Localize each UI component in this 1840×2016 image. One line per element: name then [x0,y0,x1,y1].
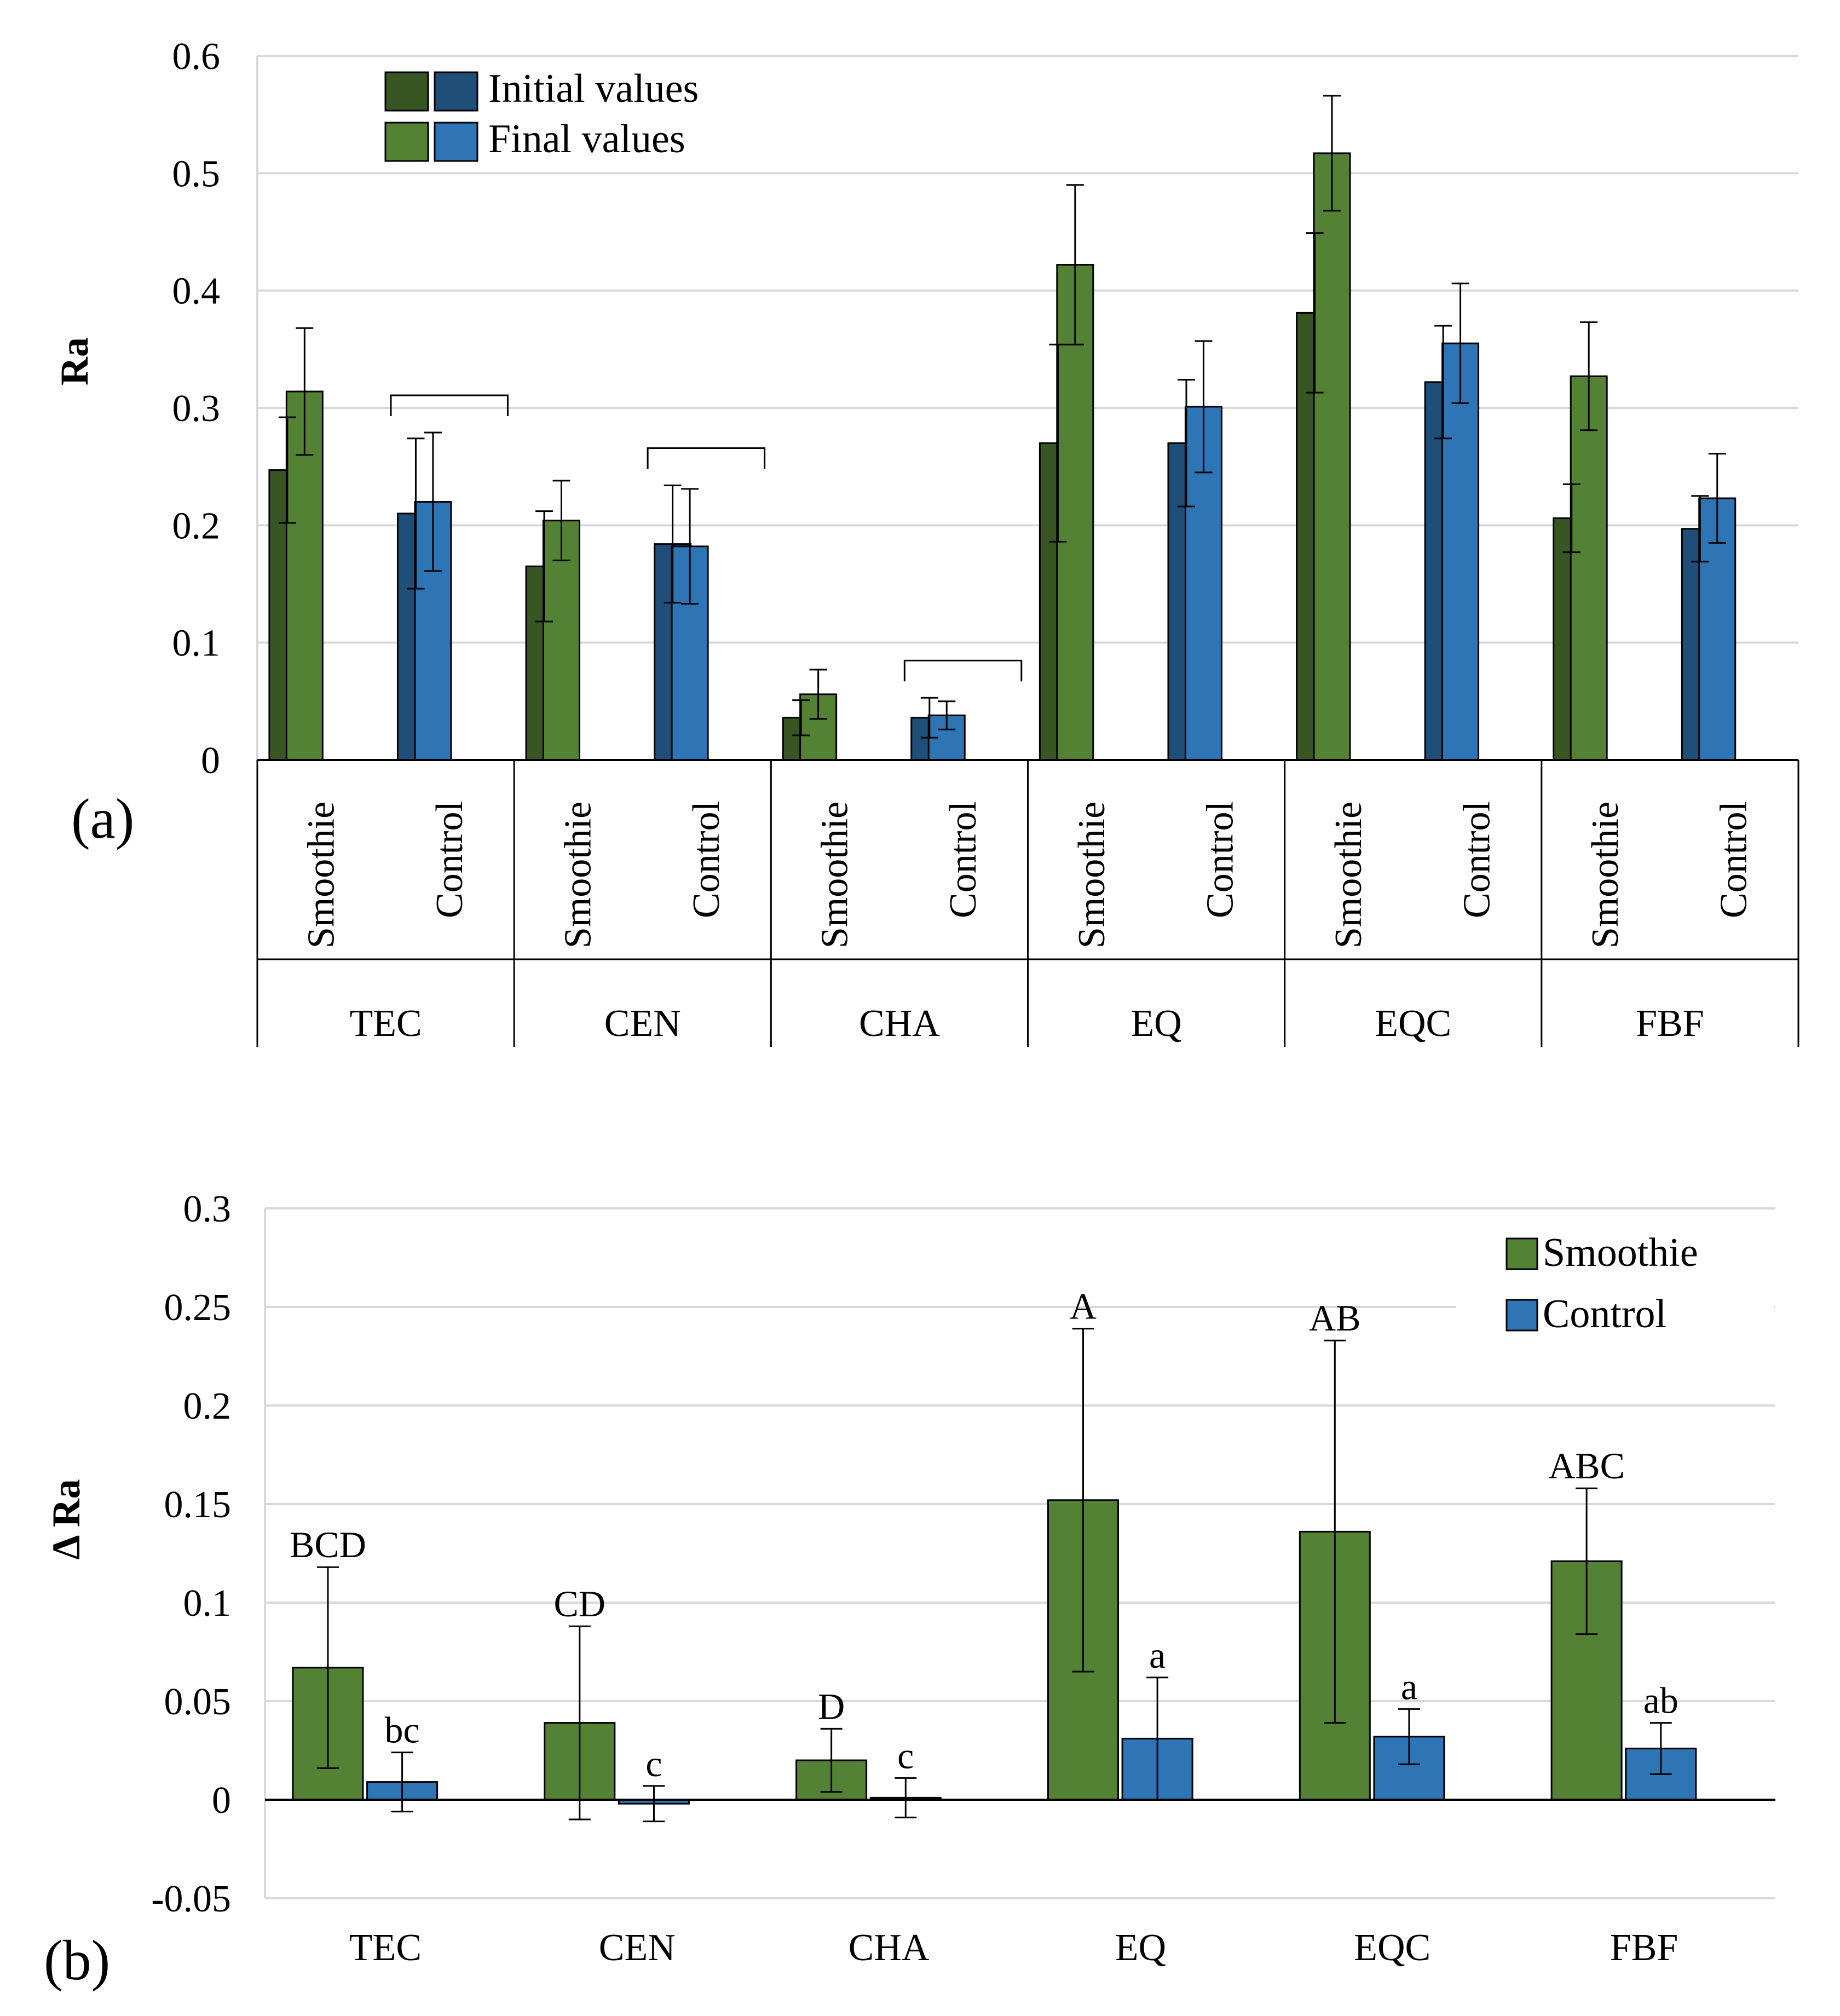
b-significance-label-cen-control: c [645,1743,662,1784]
a-subcategory-label-control: Control [1713,801,1755,918]
a-legend-label-final: Final values [488,117,685,162]
a-bracket-tec [390,394,509,417]
a-panel-label: (a) [71,787,134,850]
a-subcategory-label-control: Control [1456,801,1498,918]
b-legend-swatch-smoothie [1506,1237,1538,1270]
b-legend-label-smoothie: Smoothie [1543,1230,1698,1275]
a-subcategory-label-control: Control [942,801,984,918]
b-y-tick-label: 0.1 [183,1582,232,1625]
a-bracket-cen [647,447,766,469]
b-significance-label-tec-control: bc [385,1709,420,1751]
b-x-tick-label-tec: TEC [349,1927,422,1969]
a-subcategory-label-smoothie: Smoothie [1584,802,1626,948]
a-y-tick-label: 0 [201,740,220,782]
b-significance-label-eqc-smoothie: AB [1309,1297,1360,1339]
a-category-label-tec: TEC [349,1003,422,1045]
a-bar-fbf-smoothie-final [1570,375,1608,761]
b-y-tick-labels: -0.05 0 0.05 0.1 0.15 0.2 0.25 0.3 [151,1188,231,1920]
a-y-tick-label: 0.4 [172,270,221,313]
a-category-label-cha: CHA [859,1003,940,1045]
b-x-tick-label-cha: CHA [849,1927,930,1969]
a-category-label-cen: CEN [604,1003,681,1045]
a-category-label-fbf: FBF [1636,1003,1704,1045]
b-significance-label-cen-smoothie: CD [554,1583,605,1625]
b-bars [292,1499,1697,1805]
b-error-bars [316,1328,1672,1823]
b-y-tick-label: 0.25 [164,1287,232,1329]
b-x-tick-labels: TEC CEN CHA EQ EQC FBF [265,1799,1775,1969]
b-legend-label-control: Control [1543,1292,1666,1337]
a-gridlines [256,55,1798,760]
a-category-label-eq: EQ [1130,1003,1181,1045]
b-significance-label-eq-control: a [1149,1634,1166,1676]
panel-a: 0 0.1 0.2 0.3 0.4 0.5 0.6 Ra Smoothie Control TE… [53,36,1799,1047]
a-bracket-cha [903,659,1023,682]
a-y-tick-label: 0.5 [172,153,221,195]
b-legend: Smoothie Control [1456,1230,1774,1337]
b-significance-label-eq-smoothie: A [1070,1286,1097,1327]
a-subcategory-label-control: Control [685,801,728,918]
a-subcategory-label-smoothie: Smoothie [814,802,856,948]
a-legend-swatch-smoothie-initial [384,71,429,112]
a-y-tick-label: 0.6 [172,36,221,78]
a-error-bars [278,95,1726,739]
a-subcategory-label-control: Control [429,801,471,918]
b-panel-label: (b) [44,1929,110,1992]
a-category-axis: Smoothie Control TEC Smoothie Control CEN Smoo… [256,759,1799,1047]
a-legend-label-initial: Initial values [488,66,699,111]
b-y-tick-label: 0.3 [183,1188,232,1230]
b-y-tick-label: -0.05 [151,1878,231,1920]
a-subcategory-label-smoothie: Smoothie [1071,802,1113,948]
a-legend-swatch-control-initial [434,71,478,112]
a-legend: Initial values Final values [384,66,699,162]
b-significance-label-fbf-smoothie: ABC [1548,1445,1625,1487]
b-x-tick-label-cen: CEN [599,1927,676,1969]
b-x-tick-label-eq: EQ [1115,1927,1166,1969]
a-legend-swatch-control-final [434,122,478,162]
a-y-tick-labels: 0 0.1 0.2 0.3 0.4 0.5 0.6 [172,36,221,782]
b-significance-label-cha-control: c [897,1735,914,1776]
b-x-tick-label-fbf: FBF [1610,1927,1679,1969]
b-legend-swatch-control [1506,1299,1538,1332]
a-bar-eqc-control-final [1441,342,1480,761]
a-subcategory-label-smoothie: Smoothie [300,802,342,948]
b-significance-label-tec-smoothie: BCD [290,1524,366,1565]
a-subcategory-label-control: Control [1199,801,1241,918]
b-y-tick-label: 0.15 [164,1484,232,1526]
a-category-label-eqc: EQC [1375,1003,1451,1045]
b-y-axis-label: Δ Ra [44,1479,88,1559]
a-brackets [390,394,1023,682]
b-y-tick-label: 0 [212,1779,231,1822]
a-y-axis-label: Ra [53,337,96,385]
b-significance-label-fbf-control: ab [1643,1680,1679,1721]
a-y-tick-label: 0.1 [172,623,221,665]
a-y-tick-label: 0.2 [172,505,221,547]
b-y-tick-label: 0.05 [164,1681,232,1723]
a-subcategory-label-smoothie: Smoothie [557,802,599,948]
a-legend-swatch-smoothie-final [384,122,429,162]
panel-b: -0.05 0 0.05 0.1 0.15 0.2 0.25 0.3 Δ Ra BCD bc CD… [44,1188,1775,1992]
a-bar-eq-smoothie-final [1056,264,1094,761]
a-subcategory-label-smoothie: Smoothie [1328,802,1370,948]
a-bar-eqc-smoothie-final [1313,152,1351,761]
b-y-tick-label: 0.2 [183,1385,232,1427]
b-significance-label-eqc-control: a [1401,1666,1417,1707]
b-significance-labels: BCD bc CD c Dc Aa AB a ABC ab [290,1286,1679,1784]
b-significance-label-cha-smoothie: D [818,1685,845,1727]
b-x-tick-label-eqc: EQC [1354,1927,1431,1969]
a-y-tick-label: 0.3 [172,388,221,430]
